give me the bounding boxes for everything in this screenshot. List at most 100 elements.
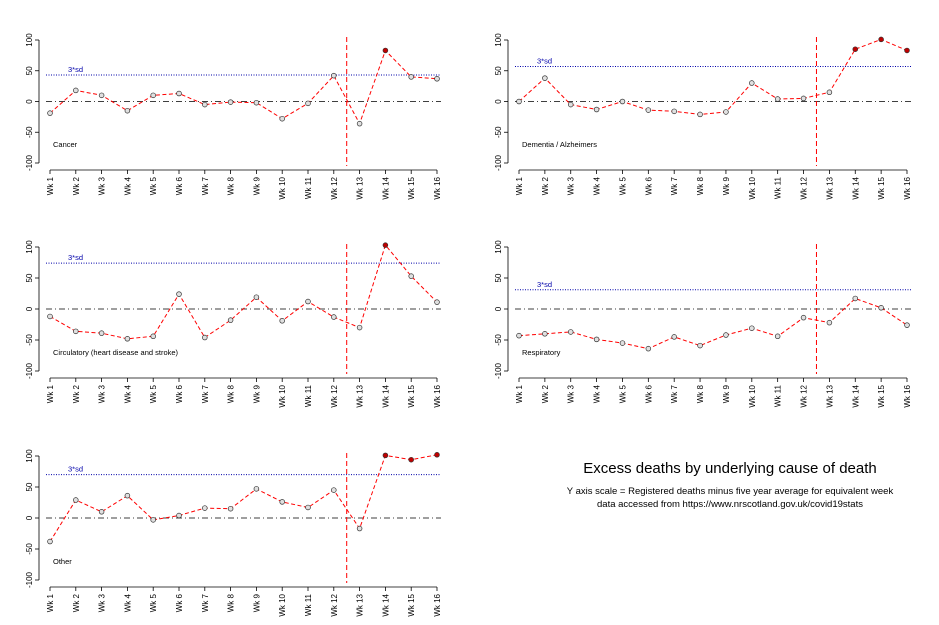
data-point: [47, 110, 53, 116]
x-tick-label: Wk 5: [149, 593, 158, 612]
y-tick-label: 100: [494, 33, 503, 47]
data-point: [253, 294, 260, 300]
data-point: [279, 499, 285, 505]
x-tick-label: Wk 14: [851, 384, 860, 407]
x-tick-label: Wk 11: [304, 176, 313, 199]
data-point: [150, 517, 156, 523]
y-tick-label: 0: [25, 306, 34, 311]
x-tick-label: Wk 7: [670, 384, 679, 403]
data-point: [826, 89, 833, 96]
y-tick-label: -50: [494, 334, 503, 346]
data-point: [408, 74, 414, 80]
data-point: [253, 486, 260, 492]
data-point: [800, 314, 807, 321]
series-line: [49, 454, 438, 542]
x-tick-label: Wk 12: [330, 176, 339, 199]
data-point: [176, 90, 182, 97]
y-axis-scale-note: Y axis scale = Registered deaths minus f…: [566, 486, 894, 497]
y-tick-label: -100: [25, 154, 34, 171]
x-tick-label: Wk 15: [877, 384, 886, 407]
x-tick-label: Wk 3: [567, 384, 576, 403]
x-tick-label: Wk 3: [98, 593, 107, 612]
data-point: [331, 72, 337, 79]
y-tick-label: -50: [25, 334, 34, 346]
data-point: [331, 487, 337, 493]
x-tick-label: Wk 12: [800, 384, 809, 407]
chart-panel-dementia-alzheimers: 100 50 0 -50 -100 Wk 1 Wk 2 Wk 3 Wk 4 Wk 5 Wk 6 Wk …: [494, 33, 912, 200]
chart-panel-respiratory: 100 50 0 -50 -100 Wk 1 Wk 2 Wk 3 Wk 4 Wk 5 Wk 6 Wk …: [494, 240, 912, 408]
x-tick-label: Wk 7: [670, 176, 679, 195]
data-point: [434, 299, 440, 305]
y-tick-label: 50: [25, 482, 34, 491]
threshold-label: 3*sd: [68, 253, 83, 262]
data-point: [331, 314, 337, 320]
y-tick-label: -50: [25, 126, 34, 138]
data-point: [227, 505, 234, 512]
y-tick-label: -50: [25, 543, 34, 555]
data-point: [878, 36, 884, 43]
x-tick-label: Wk 7: [201, 384, 210, 403]
data-point: [98, 330, 105, 336]
data-point: [542, 331, 548, 337]
y-tick-label: -100: [494, 362, 503, 379]
data-point: [645, 107, 652, 113]
x-tick-label: Wk 1: [46, 176, 55, 195]
x-tick-label: Wk 2: [72, 176, 81, 195]
y-tick-label: 100: [494, 240, 503, 254]
y-tick-label: 100: [25, 449, 34, 463]
data-point: [98, 92, 105, 99]
data-point: [774, 333, 781, 340]
x-tick-label: Wk 3: [567, 176, 576, 195]
x-tick-label: Wk 12: [800, 176, 809, 199]
data-point: [904, 322, 910, 328]
data-point: [645, 345, 652, 352]
chart-panel-circulatory-heart-disease-and-stroke: 100 50 0 -50 -100 Wk 1 Wk 2 Wk 3 Wk 4 Wk 5 Wk 6 Wk …: [25, 240, 442, 408]
x-tick-label: Wk 5: [149, 176, 158, 195]
data-point: [852, 46, 859, 52]
x-tick-label: Wk 16: [433, 384, 442, 407]
x-tick-label: Wk 13: [356, 384, 365, 407]
data-point: [671, 108, 677, 115]
data-point: [671, 334, 677, 340]
x-tick-label: Wk 12: [330, 384, 339, 407]
data-point: [356, 120, 363, 127]
data-point: [150, 92, 156, 99]
data-point: [73, 87, 79, 94]
x-tick-label: Wk 1: [46, 384, 55, 403]
x-tick-label: Wk 13: [825, 384, 834, 407]
y-tick-label: 0: [494, 99, 503, 104]
x-tick-label: Wk 6: [175, 384, 184, 403]
x-tick-label: Wk 4: [593, 176, 602, 195]
data-point: [73, 497, 79, 503]
data-point: [619, 340, 626, 346]
x-tick-label: Wk 3: [98, 384, 107, 403]
data-point: [227, 99, 234, 105]
x-tick-label: Wk 9: [252, 593, 261, 612]
data-source-note: data accessed from https://www.nrscotlan…: [597, 499, 863, 510]
panel-label: Cancer: [53, 140, 78, 149]
x-tick-label: Wk 14: [381, 176, 390, 199]
data-point: [279, 318, 285, 324]
series-line: [49, 49, 438, 125]
x-tick-label: Wk 8: [227, 384, 236, 403]
data-point: [150, 333, 156, 340]
x-tick-label: Wk 11: [774, 384, 783, 407]
y-tick-label: -100: [25, 571, 34, 588]
x-tick-label: Wk 14: [381, 593, 390, 616]
x-tick-label: Wk 8: [696, 176, 705, 195]
data-point: [382, 47, 389, 54]
y-tick-label: -100: [494, 154, 503, 171]
data-point: [202, 334, 208, 341]
x-tick-label: Wk 11: [774, 176, 783, 199]
x-tick-label: Wk 6: [175, 176, 184, 195]
x-tick-label: Wk 11: [304, 384, 313, 407]
data-point: [542, 75, 548, 81]
x-tick-label: Wk 9: [722, 176, 731, 195]
x-tick-label: Wk 5: [618, 384, 627, 403]
panel-label: Other: [53, 557, 72, 566]
x-tick-label: Wk 12: [330, 593, 339, 616]
data-point: [567, 101, 574, 108]
data-point: [434, 452, 440, 458]
data-point: [749, 80, 755, 86]
